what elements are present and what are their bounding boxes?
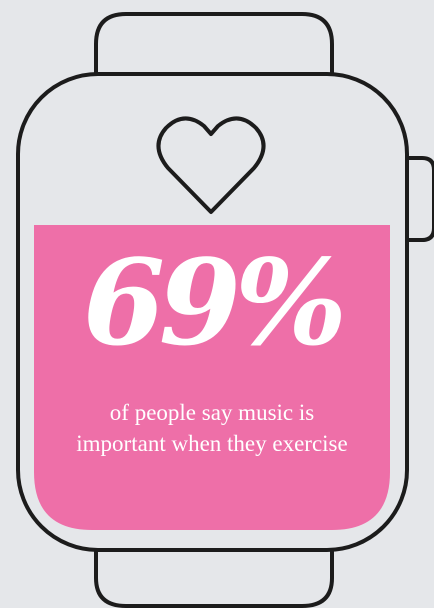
heart-outline-icon [156,116,266,214]
stat-value: 69% [82,233,347,372]
watch-crown-button [406,156,434,242]
watch-strap-top [94,12,334,78]
stat-caption: of people say music is important when th… [76,400,348,456]
stat-block: 69% of people say music is important whe… [34,225,390,530]
watch-strap-bottom [94,548,334,608]
watch-screen-panel [34,225,390,530]
